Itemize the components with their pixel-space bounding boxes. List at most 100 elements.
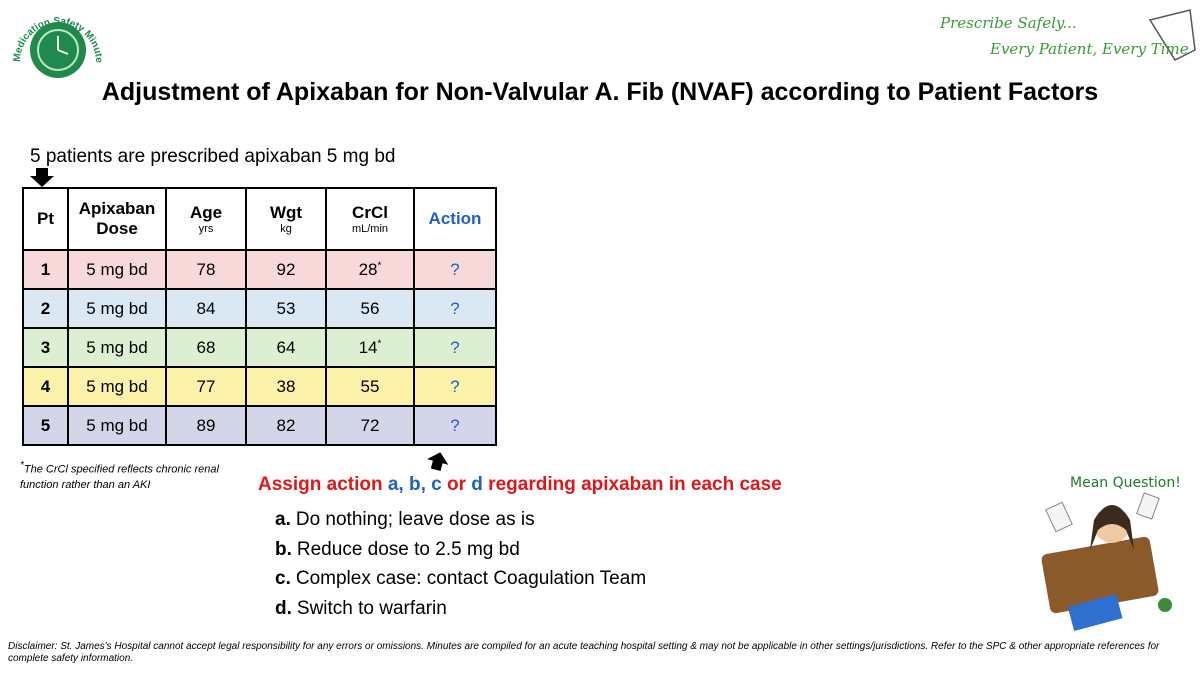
header-cell: Pt [22, 187, 69, 251]
clipart [1041, 492, 1172, 632]
cell-age: 68 [165, 327, 247, 368]
arrow-up [427, 452, 449, 471]
cell-crcl: 14* [325, 327, 415, 368]
option-text: Reduce dose to 2.5 mg bd [296, 538, 520, 560]
table-row: 5 5 mg bd 89 82 72? [22, 405, 497, 446]
desk [1041, 536, 1159, 614]
assign-part: d [471, 474, 483, 495]
cell-text: 1 [40, 259, 51, 279]
footnote-text: The CrCl specified reflects chronic rena… [20, 463, 219, 491]
header-label: CrCl [352, 203, 388, 222]
cell-text: ? [450, 337, 460, 357]
header-unit: mL/min [351, 223, 389, 235]
assign-part: Assign action [258, 474, 388, 495]
header-unit: yrs [198, 223, 214, 235]
paper [1136, 492, 1160, 520]
cell-dose: 5 mg bd [67, 405, 167, 446]
cell-text: 38 [276, 376, 296, 396]
header-cell: Apixaban Dose [67, 187, 167, 251]
header-row: Pt Apixaban Dose Age yrs Wgt kg CrCl mL/min Acti… [22, 187, 497, 251]
table-row: 4 5 mg bd 77 38 55? [22, 366, 497, 407]
cell-wgt: 38 [245, 366, 327, 407]
option: b. Reduce dose to 2.5 mg bd [275, 535, 646, 565]
cell-dose: 5 mg bd [67, 288, 167, 329]
assign-part: a, [387, 474, 409, 495]
cell-pt: 2 [22, 288, 69, 329]
option-text: Switch to warfarin [296, 597, 447, 619]
plant [1158, 598, 1172, 612]
paper [1045, 501, 1073, 533]
arrow-down [30, 168, 54, 187]
cell-text: 68 [196, 337, 216, 357]
cell-wgt: 64 [245, 327, 327, 368]
cell-action: ? [413, 405, 497, 446]
cell-text: 78 [196, 259, 216, 279]
cell-crcl: 28* [325, 249, 415, 290]
tagline: Every Patient, Every Time [990, 40, 1189, 58]
option-text: Do nothing; leave dose as is [295, 509, 535, 530]
cell-text: 3 [40, 337, 51, 357]
header-label: Wgt [269, 203, 303, 222]
header-label: Age [189, 203, 223, 222]
cell-text: ? [450, 415, 460, 435]
cell-dose: 5 mg bd [67, 327, 167, 368]
footnote: *The CrCl specified reflects chronic ren… [20, 458, 220, 493]
cell-crcl: 55 [325, 366, 415, 407]
cell-crcl: 72 [325, 405, 415, 446]
cell-text: 5 mg bd [86, 337, 148, 357]
cell-text: 2 [40, 298, 51, 318]
cell-text: 89 [196, 415, 216, 435]
cell-text: 82 [276, 415, 296, 435]
option: a. Do nothing; leave dose as is [275, 505, 646, 535]
cell-text: 14 [358, 337, 378, 357]
cell-action: ? [413, 327, 497, 368]
assign-instruction: Assign action a, b, c or d regarding api… [258, 474, 782, 496]
header-cell: CrCl mL/min [325, 187, 415, 251]
option-letter: c. [275, 568, 291, 589]
logo-dial [37, 29, 79, 71]
header-cell: Action [413, 187, 497, 251]
intro: 5 patients are prescribed apixaban 5 mg … [30, 146, 396, 167]
cell-text: 28 [358, 259, 378, 279]
cell-text: 72 [360, 415, 380, 435]
cell-pt: 5 [22, 405, 69, 446]
cell-wgt: 82 [245, 405, 327, 446]
cell-text: 77 [196, 376, 216, 396]
cell-text: 5 mg bd [86, 259, 148, 279]
cell-text: 5 [40, 415, 51, 435]
assign-part: or [447, 474, 472, 495]
patient-table: Pt Apixaban Dose Age yrs Wgt kg CrCl mL/min Acti… [22, 187, 497, 446]
cell-age: 89 [165, 405, 247, 446]
cell-text: 53 [276, 298, 296, 318]
options: a. Do nothing; leave dose as is b. Reduce d… [275, 505, 646, 623]
footnote-marker: * [20, 460, 24, 471]
cell-text: 64 [276, 337, 296, 357]
header-cell: Wgt kg [245, 187, 327, 251]
header-label: Action [428, 209, 482, 228]
cell-text: 5 mg bd [86, 415, 148, 435]
cell-wgt: 92 [245, 249, 327, 290]
cell-action: ? [413, 288, 497, 329]
cell-age: 77 [165, 366, 247, 407]
disclaimer: Disclaimer: St. James's Hospital cannot … [8, 641, 1160, 664]
option-letter: b. [275, 538, 292, 560]
cell-text: ? [450, 376, 460, 396]
cell-text: 55 [360, 376, 380, 396]
option-text: Complex case: contact Coagulation Team [295, 568, 647, 589]
option-letter: a. [275, 509, 291, 530]
option: d. Switch to warfarin [275, 594, 646, 624]
title: Adjustment of Apixaban for Non-Valvular … [101, 78, 1099, 106]
assign-part: regarding apixaban in each case [482, 474, 782, 495]
option-letter: d. [275, 597, 292, 619]
assign-part: c [431, 474, 448, 495]
cell-pt: 4 [22, 366, 69, 407]
mean-question: Mean Question! [1070, 475, 1181, 491]
cell-text: 5 mg bd [86, 376, 148, 396]
header-label: Pt [37, 209, 54, 228]
header-cell: Age yrs [165, 187, 247, 251]
cell-text: 56 [360, 298, 380, 318]
cell-action: ? [413, 366, 497, 407]
